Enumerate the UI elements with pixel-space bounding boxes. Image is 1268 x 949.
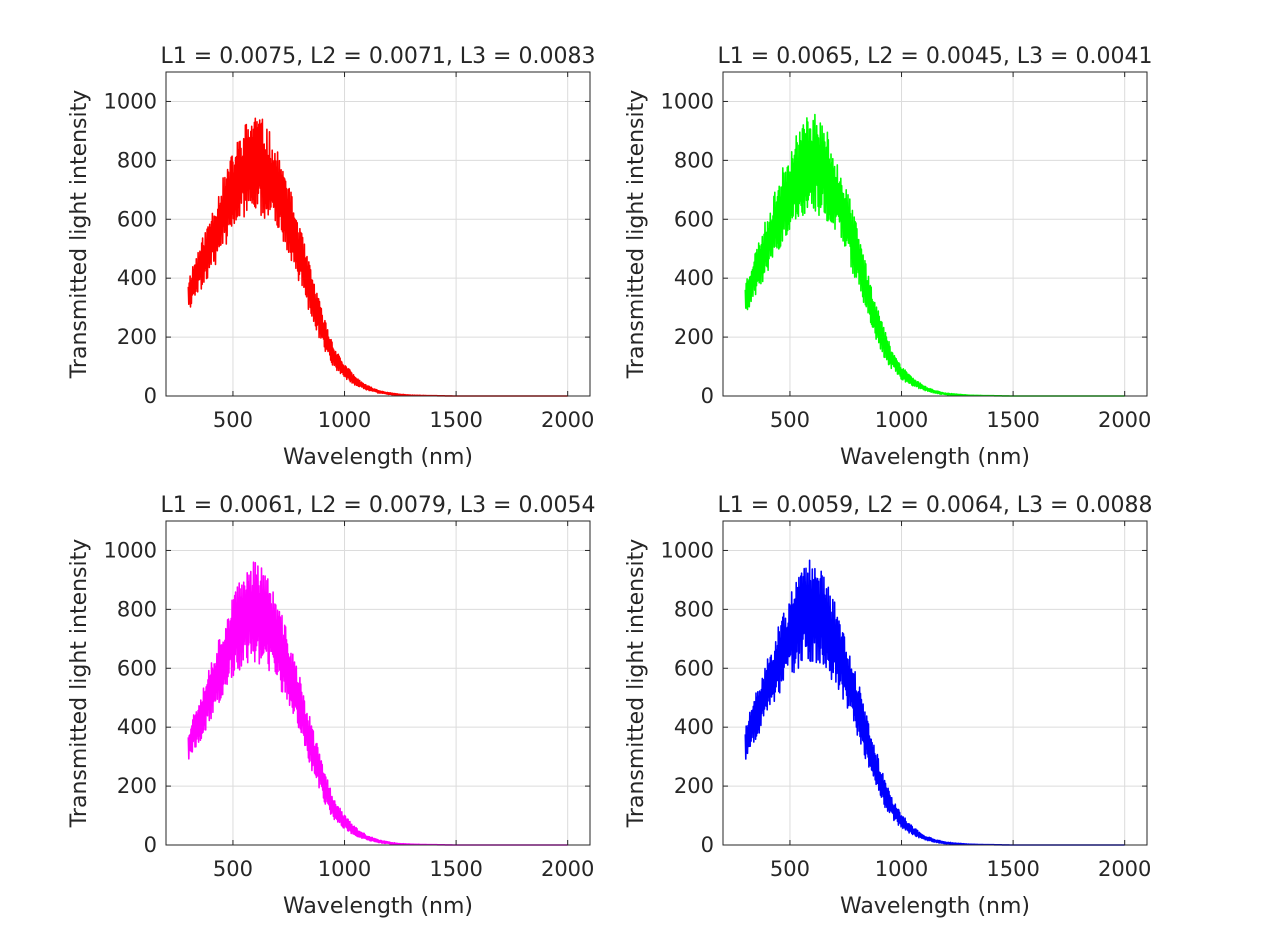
x-tick-label: 1500 (986, 408, 1039, 432)
x-tick-label: 1000 (875, 408, 928, 432)
subplot-bottom-right: 500 1000 1500 2000 0 200 400 600 800 1000 L1 = 0.… (624, 493, 1152, 919)
y-axis-label: Transmitted light intensity (67, 539, 92, 829)
y-tick-label: 600 (117, 656, 157, 680)
y-tick-label: 200 (117, 325, 157, 349)
subplot-title: L1 = 0.0061, L2 = 0.0079, L3 = 0.0054 (161, 493, 596, 518)
x-tick-label: 1000 (318, 408, 371, 432)
y-tick-label: 600 (674, 656, 714, 680)
axes-frame (165, 71, 591, 397)
axes-frame (722, 520, 1148, 846)
y-tick-label: 0 (144, 833, 157, 857)
x-tick-label: 1500 (429, 408, 482, 432)
subplot-bottom-left: 500 1000 1500 2000 0 200 400 600 800 1000 L1 = 0.… (67, 493, 595, 919)
y-tick-label: 400 (117, 266, 157, 290)
y-tick-label: 0 (701, 833, 714, 857)
axes-frame (165, 520, 591, 846)
y-tick-label: 800 (117, 148, 157, 172)
x-axis-label: Wavelength (nm) (840, 894, 1030, 919)
x-tick-label: 1500 (986, 857, 1039, 881)
x-tick-label: 2000 (541, 857, 594, 881)
y-tick-label: 1000 (661, 538, 714, 562)
x-tick-label: 1000 (875, 857, 928, 881)
y-tick-label: 400 (674, 266, 714, 290)
x-tick-label: 1000 (318, 857, 371, 881)
y-tick-label: 200 (674, 325, 714, 349)
y-tick-label: 800 (674, 597, 714, 621)
y-axis-label: Transmitted light intensity (67, 90, 92, 380)
y-tick-label: 0 (701, 384, 714, 408)
y-tick-label: 800 (117, 597, 157, 621)
x-tick-label: 500 (213, 857, 253, 881)
x-axis-label: Wavelength (nm) (840, 445, 1030, 470)
x-tick-label: 1500 (429, 857, 482, 881)
x-tick-label: 2000 (541, 408, 594, 432)
y-tick-label: 400 (674, 715, 714, 739)
x-tick-label: 2000 (1098, 408, 1151, 432)
subplot-title: L1 = 0.0065, L2 = 0.0045, L3 = 0.0041 (718, 44, 1153, 69)
y-tick-label: 200 (674, 774, 714, 798)
y-tick-label: 1000 (104, 538, 157, 562)
x-tick-label: 500 (213, 408, 253, 432)
x-tick-label: 500 (770, 408, 810, 432)
x-tick-label: 2000 (1098, 857, 1151, 881)
x-axis-label: Wavelength (nm) (283, 894, 473, 919)
y-tick-label: 0 (144, 384, 157, 408)
y-tick-label: 1000 (661, 89, 714, 113)
y-axis-label: Transmitted light intensity (624, 90, 649, 380)
x-tick-label: 500 (770, 857, 810, 881)
axes-frame (722, 71, 1148, 397)
y-tick-label: 1000 (104, 89, 157, 113)
y-tick-label: 800 (674, 148, 714, 172)
y-axis-label: Transmitted light intensity (624, 539, 649, 829)
y-tick-label: 600 (674, 207, 714, 231)
y-tick-label: 200 (117, 774, 157, 798)
subplot-title: L1 = 0.0075, L2 = 0.0071, L3 = 0.0083 (161, 44, 596, 69)
subplot-title: L1 = 0.0059, L2 = 0.0064, L3 = 0.0088 (718, 493, 1153, 518)
y-tick-label: 600 (117, 207, 157, 231)
x-axis-label: Wavelength (nm) (283, 445, 473, 470)
subplot-top-right: 500 1000 1500 2000 0 200 400 600 800 1000 L1 = 0.… (624, 44, 1152, 470)
y-tick-label: 400 (117, 715, 157, 739)
grid-lines (723, 72, 1147, 397)
subplot-top-left: 500 1000 1500 2000 0 200 400 600 800 1000 L1 = 0.… (67, 44, 595, 470)
